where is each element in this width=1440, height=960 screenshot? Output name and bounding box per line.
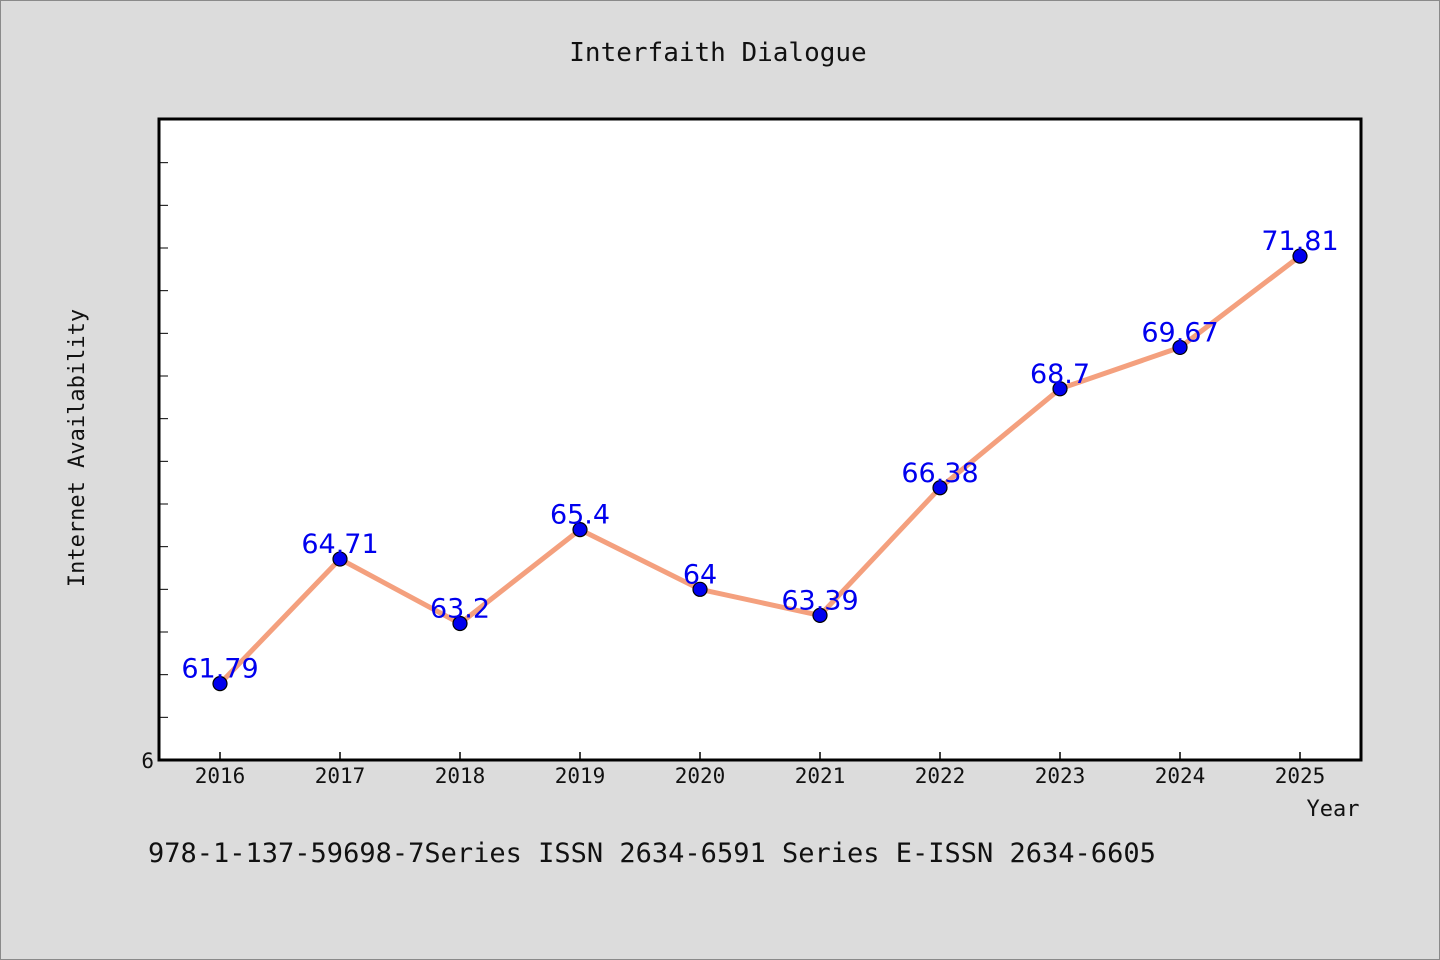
footer-isbn-text: 978-1-137-59698-7Series ISSN 2634-6591 S…: [148, 838, 1156, 869]
x-axis-title: Year: [1307, 797, 1360, 822]
data-point: [932, 480, 948, 496]
x-tick-label: 2019: [555, 764, 606, 788]
plot-area: [157, 117, 1363, 762]
data-label: 63.39: [781, 585, 858, 616]
x-tick-label: 2025: [1275, 764, 1326, 788]
x-tick-label: 2023: [1035, 764, 1086, 788]
y-axis-ticks: [160, 162, 168, 718]
x-tick-label: 2021: [795, 764, 846, 788]
x-tick-label: 2022: [915, 764, 966, 788]
data-labels: 61.79 64.71 63.2 65.4 64 63.39 66.38 68.7 69.67 7…: [181, 226, 1338, 685]
y-axis-title: Internet Availability: [65, 309, 90, 587]
chart-title: Interfaith Dialogue: [569, 38, 866, 68]
data-point: [812, 607, 828, 623]
data-point: [692, 581, 708, 597]
data-point: [1172, 339, 1188, 356]
data-point: [1292, 248, 1308, 264]
x-tick-label: 2016: [195, 764, 246, 788]
y-axis-tick-labels: 6: [141, 749, 154, 773]
data-point: [572, 521, 588, 538]
data-point: [452, 615, 468, 632]
x-tick-label: 2020: [675, 764, 726, 788]
series-markers: [212, 248, 1308, 692]
x-axis-tick-labels: 2016 2017 2018 2019 2020 2021 2022 2023 2024 2025: [195, 764, 1326, 788]
data-label: 61.79: [181, 654, 258, 685]
series-line: [218, 254, 1302, 686]
y-tick-label: 6: [141, 749, 154, 773]
data-label: 63.2: [430, 593, 490, 624]
data-point: [1052, 381, 1068, 397]
data-label: 71.81: [1261, 226, 1338, 257]
x-tick-label: 2024: [1155, 764, 1206, 788]
data-label: 68.7: [1030, 359, 1090, 390]
x-axis-ticks: [219, 752, 1301, 760]
data-label: 64: [683, 559, 717, 590]
data-label: 64.71: [301, 529, 378, 560]
data-point: [212, 676, 228, 692]
x-tick-label: 2018: [435, 764, 486, 788]
x-tick-label: 2017: [315, 764, 366, 788]
data-label: 65.4: [550, 500, 610, 531]
data-label: 69.67: [1141, 317, 1218, 348]
data-point: [332, 551, 348, 567]
data-label: 66.38: [901, 458, 978, 489]
